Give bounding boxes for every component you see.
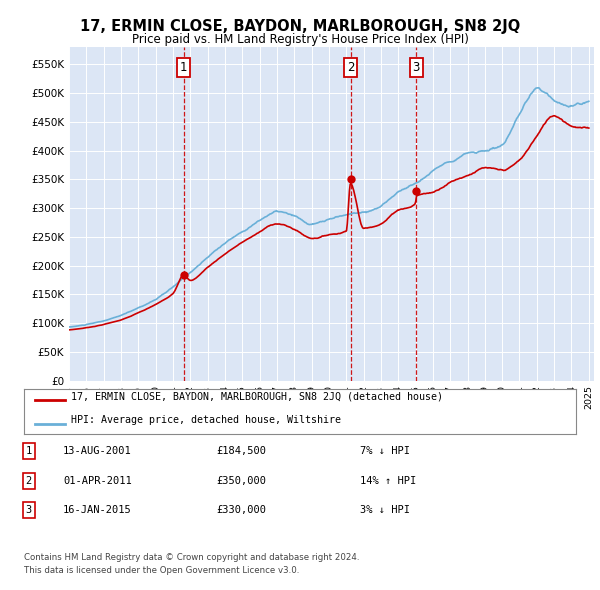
Text: 1: 1 [180, 61, 187, 74]
Text: 3% ↓ HPI: 3% ↓ HPI [360, 506, 410, 515]
Text: 7% ↓ HPI: 7% ↓ HPI [360, 447, 410, 456]
Text: 13-AUG-2001: 13-AUG-2001 [63, 447, 132, 456]
Text: 3: 3 [413, 61, 420, 74]
Text: 17, ERMIN CLOSE, BAYDON, MARLBOROUGH, SN8 2JQ (detached house): 17, ERMIN CLOSE, BAYDON, MARLBOROUGH, SN… [71, 391, 443, 401]
Text: 14% ↑ HPI: 14% ↑ HPI [360, 476, 416, 486]
Text: 3: 3 [26, 506, 32, 515]
Text: Contains HM Land Registry data © Crown copyright and database right 2024.: Contains HM Land Registry data © Crown c… [24, 553, 359, 562]
Text: £330,000: £330,000 [216, 506, 266, 515]
Text: HPI: Average price, detached house, Wiltshire: HPI: Average price, detached house, Wilt… [71, 415, 341, 425]
Text: 2: 2 [347, 61, 354, 74]
Text: £350,000: £350,000 [216, 476, 266, 486]
Text: 1: 1 [26, 447, 32, 456]
Text: £184,500: £184,500 [216, 447, 266, 456]
Text: 2: 2 [26, 476, 32, 486]
Text: 01-APR-2011: 01-APR-2011 [63, 476, 132, 486]
Text: 17, ERMIN CLOSE, BAYDON, MARLBOROUGH, SN8 2JQ: 17, ERMIN CLOSE, BAYDON, MARLBOROUGH, SN… [80, 19, 520, 34]
Text: 16-JAN-2015: 16-JAN-2015 [63, 506, 132, 515]
Text: Price paid vs. HM Land Registry's House Price Index (HPI): Price paid vs. HM Land Registry's House … [131, 33, 469, 46]
Text: This data is licensed under the Open Government Licence v3.0.: This data is licensed under the Open Gov… [24, 566, 299, 575]
